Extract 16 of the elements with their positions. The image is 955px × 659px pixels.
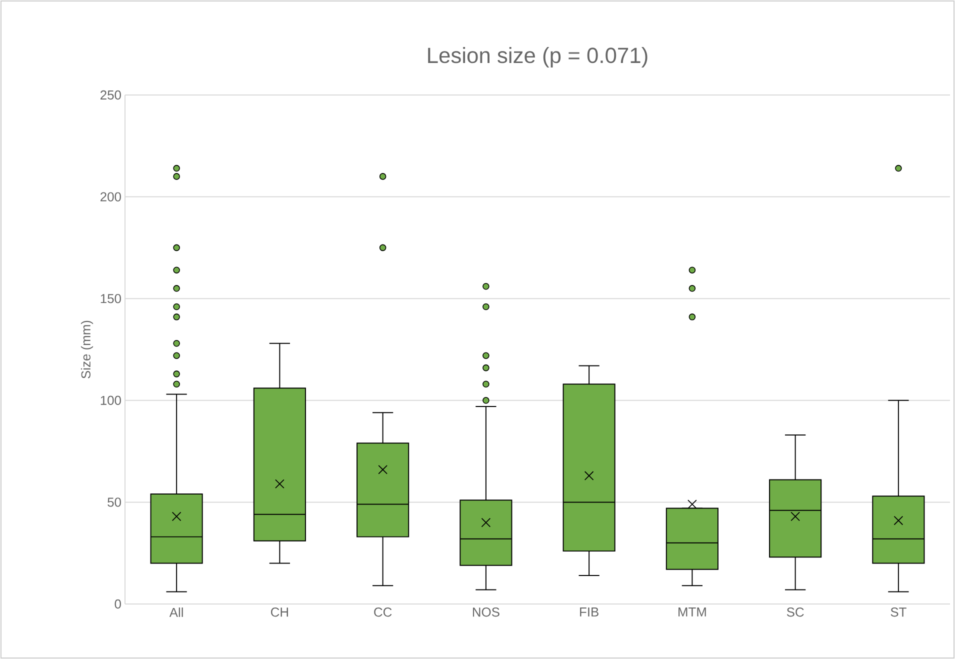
y-tick-label: 100 — [100, 396, 121, 405]
y-tick-label: 50 — [108, 498, 121, 507]
x-tick-label: FIB — [580, 608, 598, 616]
y-tick-label: 250 — [100, 90, 121, 100]
x-tick-label: ST — [890, 608, 906, 617]
x-tick-label: NOS — [472, 608, 500, 617]
x-tick-label: All — [169, 608, 183, 617]
y-tick-label: 200 — [100, 192, 121, 202]
chart-title: Lesion size (p = 0.071) — [428, 47, 648, 68]
x-tick-label: MTM — [678, 608, 706, 616]
y-tick-label: 0 — [114, 599, 121, 609]
y-tick-label: 150 — [100, 294, 121, 304]
x-tick-label: CH — [270, 608, 288, 617]
y-axis-title: Size (mm) — [80, 320, 94, 378]
x-tick-label: CC — [374, 608, 392, 617]
x-tick-label: SC — [786, 608, 804, 617]
